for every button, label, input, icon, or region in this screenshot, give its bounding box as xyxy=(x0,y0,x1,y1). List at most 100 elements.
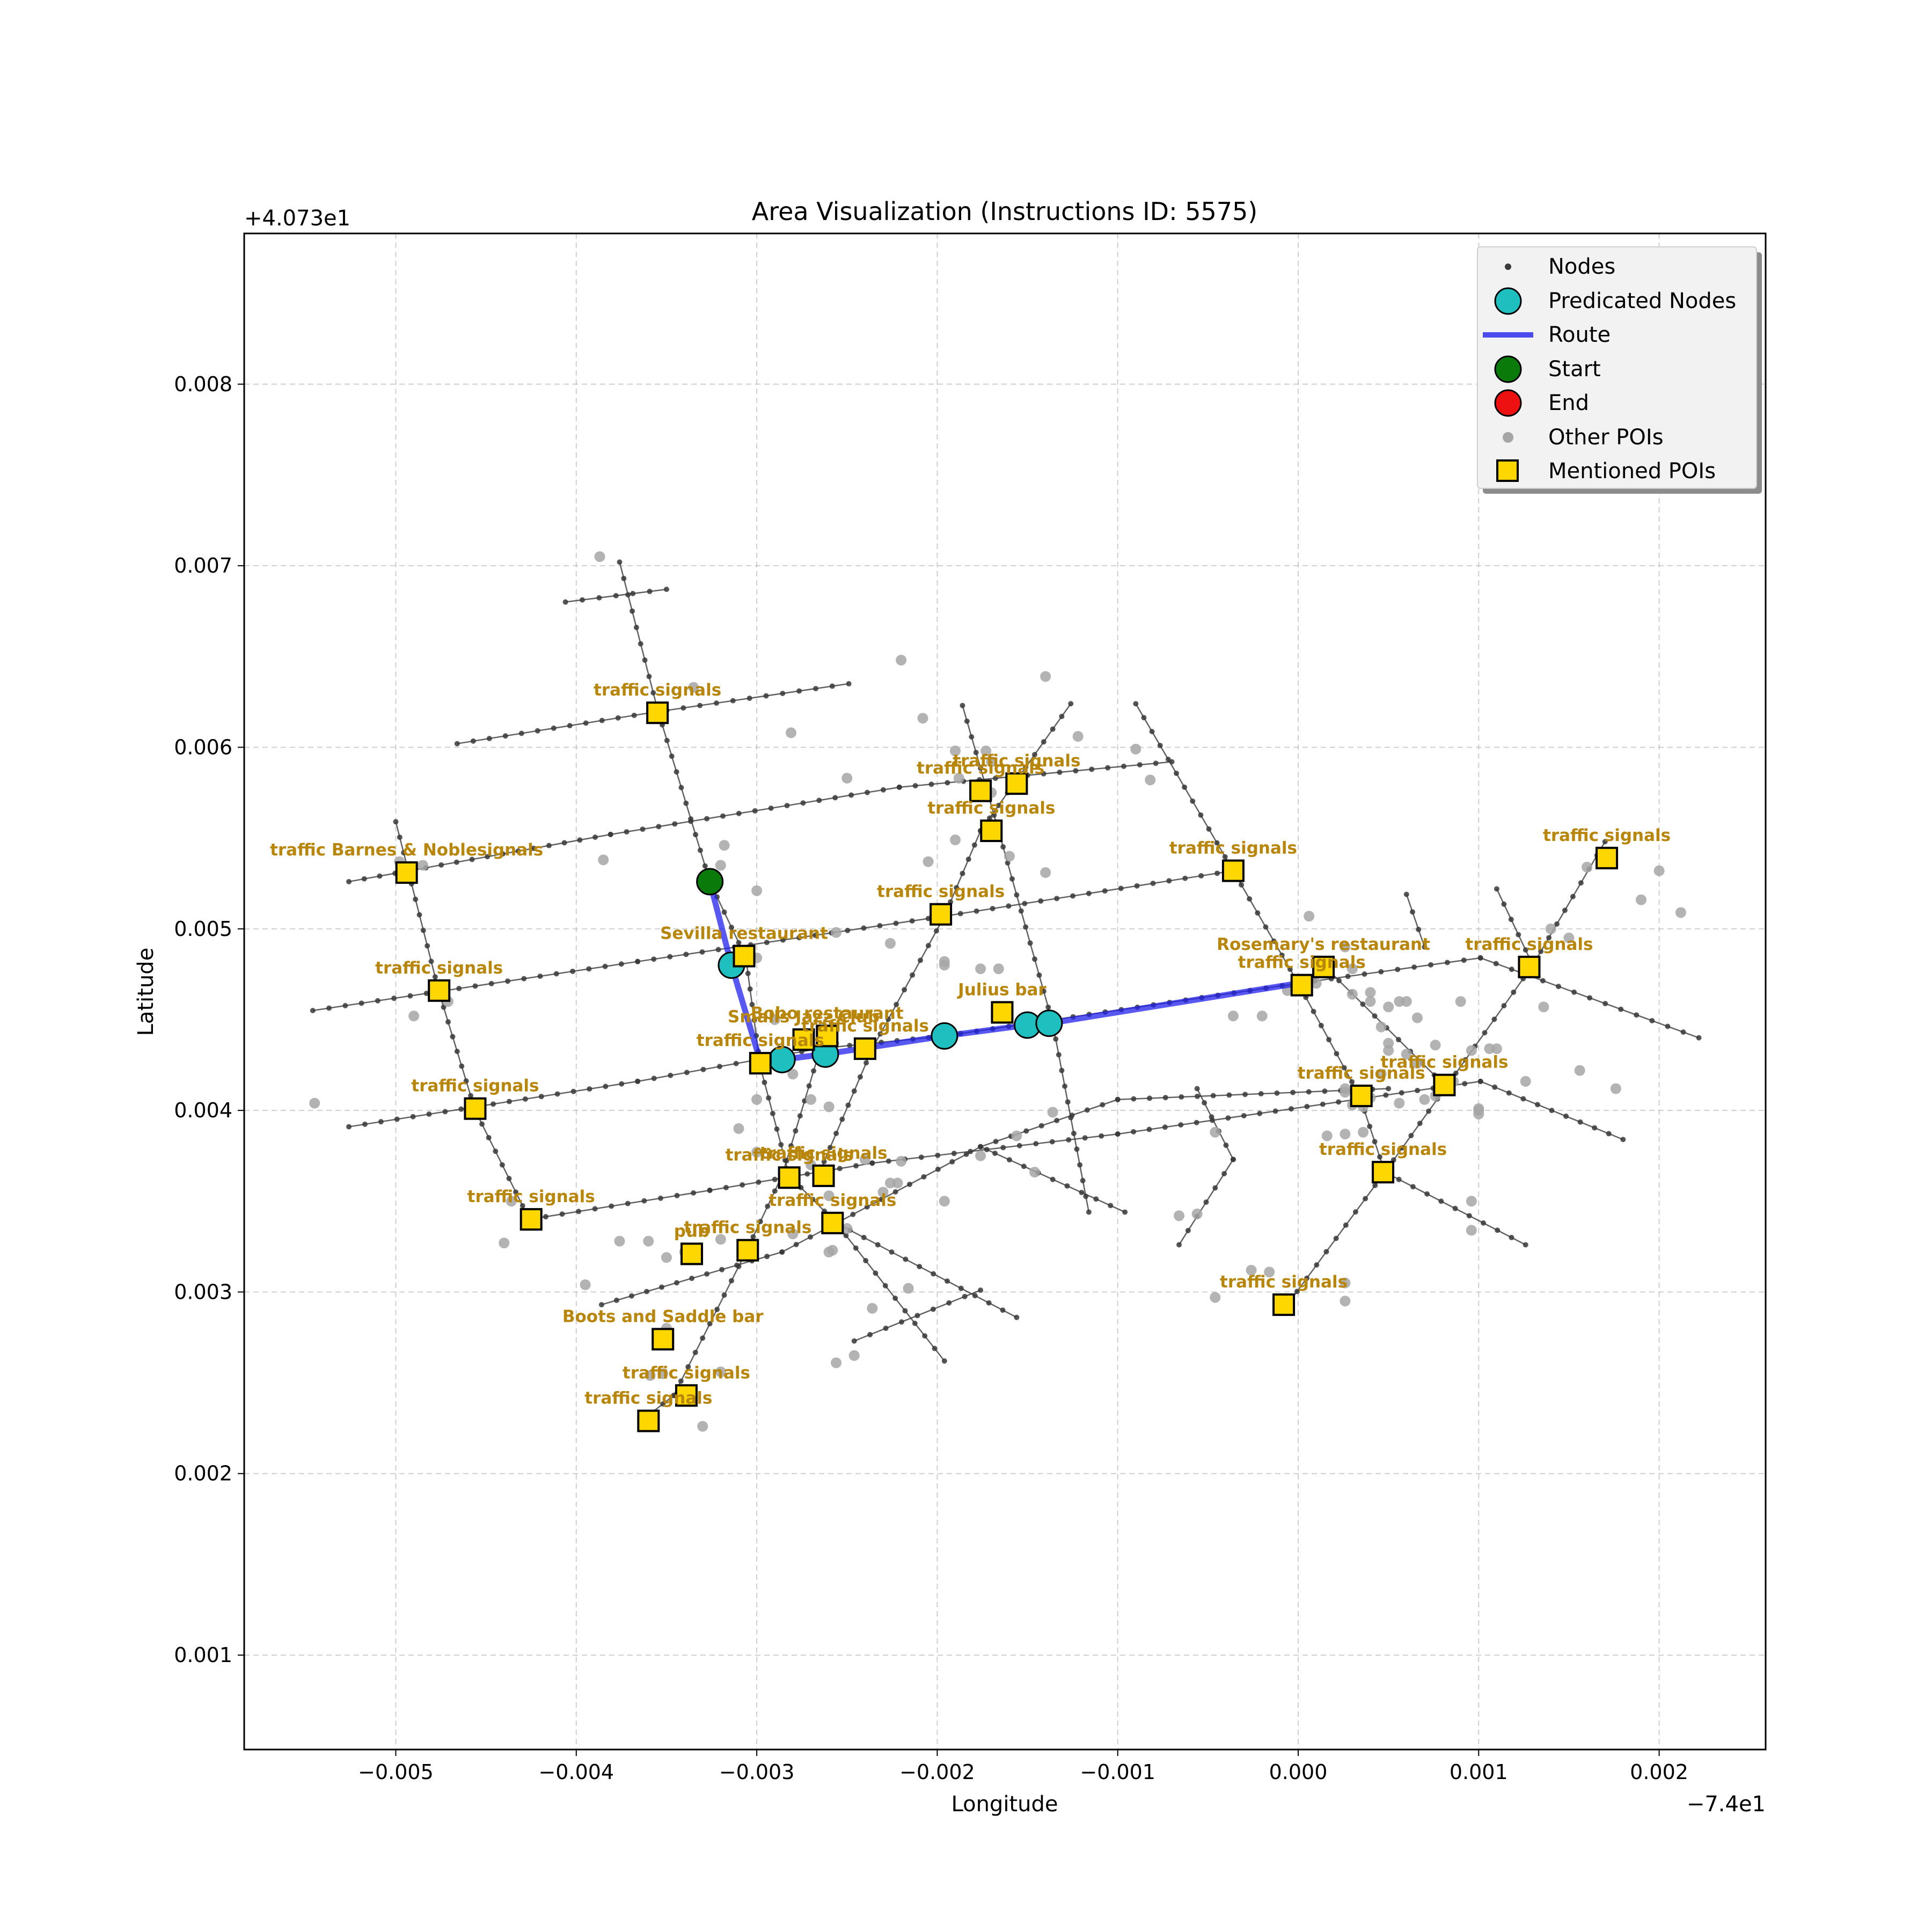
other-poi-point xyxy=(1210,1292,1221,1303)
node-point xyxy=(960,702,965,708)
node-point xyxy=(603,1084,609,1089)
other-poi-point xyxy=(715,1366,726,1378)
node-point xyxy=(1409,909,1415,915)
node-point xyxy=(736,1263,742,1269)
node-point xyxy=(797,1113,803,1119)
node-point xyxy=(764,940,770,946)
other-poi-point xyxy=(1545,923,1556,934)
node-point xyxy=(1554,921,1560,927)
mentioned-poi-label: traffic signals xyxy=(1238,953,1366,972)
node-point xyxy=(765,1203,771,1209)
node-point xyxy=(1403,891,1409,897)
other-poi-point xyxy=(598,854,609,866)
node-point xyxy=(672,821,678,827)
other-poi-point xyxy=(1210,1126,1221,1138)
node-point xyxy=(829,683,835,689)
node-point xyxy=(1086,890,1092,896)
node-point xyxy=(889,1249,895,1255)
predicated-nodes-layer xyxy=(718,951,1063,1073)
node-point xyxy=(894,1001,899,1007)
node-point xyxy=(928,781,934,787)
node-point xyxy=(1444,960,1450,965)
other-poi-point xyxy=(1365,996,1376,1007)
node-point xyxy=(1255,910,1261,916)
mentioned-poi-marker xyxy=(792,1028,815,1051)
node-point xyxy=(903,1256,909,1262)
other-poi-point xyxy=(1340,1277,1351,1289)
node-point xyxy=(1082,1135,1088,1141)
other-poi-point xyxy=(831,927,842,938)
node-point xyxy=(1198,873,1204,879)
other-poi-point xyxy=(1340,1296,1351,1307)
mentioned-poi-marker xyxy=(646,701,669,724)
node-point xyxy=(1223,1143,1229,1148)
node-point xyxy=(1606,1131,1612,1137)
node-point xyxy=(1009,876,1015,882)
node-point xyxy=(1318,1022,1324,1028)
node-point xyxy=(1045,1004,1051,1010)
mentioned-poi-label: traffic signals xyxy=(594,680,721,700)
node-point xyxy=(1149,729,1155,735)
node-point xyxy=(1108,1203,1114,1209)
node-point xyxy=(506,1175,512,1181)
node-point xyxy=(1416,926,1422,932)
node-point xyxy=(1056,1052,1062,1058)
node-point xyxy=(1016,1143,1022,1148)
node-point xyxy=(1634,1012,1640,1018)
other-poi-point xyxy=(1375,1021,1387,1033)
node-point xyxy=(756,1179,762,1185)
node-point xyxy=(720,813,726,819)
node-point xyxy=(1062,1083,1068,1089)
node-point xyxy=(1314,1262,1320,1268)
mentioned-poi-marker xyxy=(637,1409,660,1432)
mentioned-poi-marker xyxy=(1221,859,1245,882)
y-tick-label: 0.006 xyxy=(174,735,232,759)
other-poi-point xyxy=(841,1223,853,1234)
node-point xyxy=(869,1160,875,1166)
node-point xyxy=(863,1257,869,1263)
node-point xyxy=(1523,947,1528,953)
other-poi-point xyxy=(751,885,763,896)
node-point xyxy=(592,835,598,840)
node-point xyxy=(1068,701,1074,707)
node-point xyxy=(310,1008,316,1014)
other-poi-point xyxy=(657,1368,669,1379)
node-point xyxy=(846,681,852,687)
other-poi-point xyxy=(1411,1058,1423,1069)
node-point xyxy=(1415,1088,1421,1094)
node-point xyxy=(922,1333,928,1339)
other-poi-point xyxy=(1004,851,1015,862)
other-poi-point xyxy=(1563,932,1575,943)
other-poi-point xyxy=(950,745,961,757)
node-point xyxy=(454,1049,460,1055)
mentioned-poi-label: Rosemary's restaurant xyxy=(1217,935,1430,954)
node-point xyxy=(973,750,979,756)
other-poi-point xyxy=(805,1094,816,1105)
node-point xyxy=(1115,1096,1121,1102)
node-point xyxy=(1000,1145,1006,1151)
node-point xyxy=(1620,1137,1626,1143)
other-poi-point xyxy=(939,1196,950,1207)
node-point xyxy=(1411,964,1417,970)
mentioned-poi-marker xyxy=(816,1024,839,1048)
node-point xyxy=(875,1242,881,1248)
node-point xyxy=(469,857,475,862)
node-point xyxy=(519,1203,525,1209)
node-point xyxy=(1534,1102,1540,1108)
node-point xyxy=(1274,1090,1280,1096)
other-poi-point xyxy=(884,938,896,949)
node-point xyxy=(774,1126,780,1132)
mentioned-poi-marker xyxy=(1350,1085,1373,1108)
node-point xyxy=(1209,1114,1214,1120)
node-point xyxy=(479,1121,485,1127)
node-point xyxy=(877,1031,883,1037)
node-point xyxy=(1602,1000,1608,1006)
mentioned-poi-label: traffic signals xyxy=(801,1016,929,1036)
node-point xyxy=(991,812,997,818)
node-point xyxy=(704,1271,710,1277)
node-point xyxy=(488,980,494,986)
node-point xyxy=(714,1306,720,1312)
node-point xyxy=(902,987,908,993)
node-point xyxy=(800,800,806,806)
node-point xyxy=(992,1150,998,1156)
